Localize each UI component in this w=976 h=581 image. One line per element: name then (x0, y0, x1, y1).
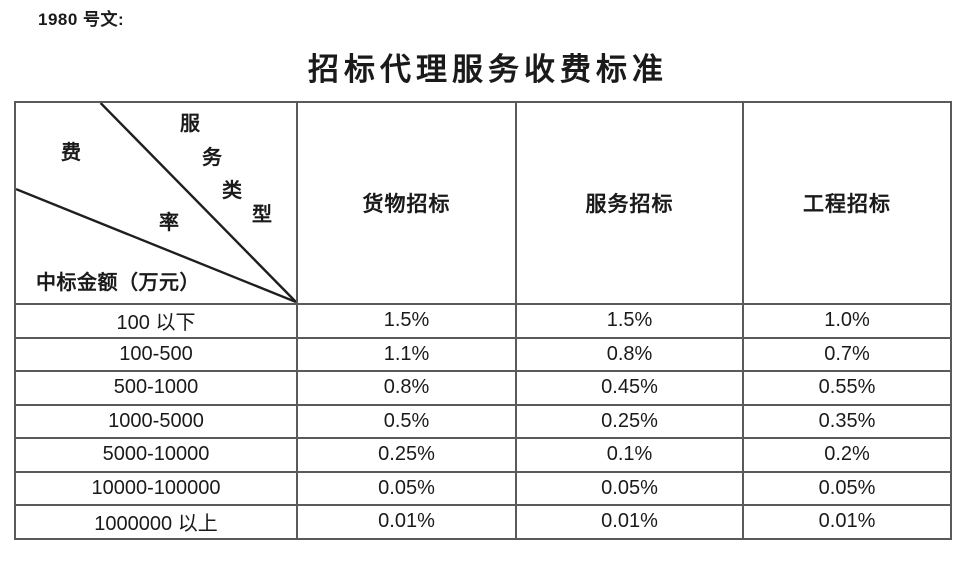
rate-cell-engineering: 0.01% (742, 504, 952, 540)
column-header-engineering: 工程招标 (742, 101, 952, 305)
column-header-service: 服务招标 (515, 101, 744, 305)
column-header-goods: 货物招标 (296, 101, 517, 305)
corner-label-service-char-3: 类 (222, 180, 242, 202)
fee-standard-table: 费 服 务 类 率 型 中标金额（万元） 货物招标 服务招标 工程招标 100 … (14, 101, 952, 540)
table-row: 500-1000 0.8% 0.45% 0.55% (14, 370, 952, 406)
rate-cell-engineering: 0.55% (742, 370, 952, 406)
amount-range-cell: 1000-5000 (14, 403, 298, 439)
rate-cell-service: 0.25% (515, 403, 744, 439)
corner-label-fee: 费 (61, 142, 81, 164)
diagonal-corner-cell: 费 服 务 类 率 型 中标金额（万元） (14, 101, 298, 305)
rate-cell-goods: 0.8% (296, 370, 517, 406)
page-title: 招标代理服务收费标准 (308, 52, 668, 87)
rate-cell-service: 0.45% (515, 370, 744, 406)
rate-cell-goods: 1.1% (296, 336, 517, 372)
table-row: 5000-10000 0.25% 0.1% 0.2% (14, 437, 952, 473)
amount-range-cell: 5000-10000 (14, 437, 298, 473)
amount-range-cell: 1000000 以上 (14, 504, 298, 540)
rate-cell-goods: 0.25% (296, 437, 517, 473)
rate-cell-service: 0.01% (515, 504, 744, 540)
rate-cell-goods: 0.5% (296, 403, 517, 439)
rate-cell-service: 1.5% (515, 303, 744, 339)
table-row: 1000-5000 0.5% 0.25% 0.35% (14, 403, 952, 439)
amount-range-cell: 10000-100000 (14, 470, 298, 506)
amount-range-cell: 100 以下 (14, 303, 298, 339)
table-row: 10000-100000 0.05% 0.05% 0.05% (14, 470, 952, 506)
table-row: 100 以下 1.5% 1.5% 1.0% (14, 303, 952, 339)
rate-cell-service: 0.1% (515, 437, 744, 473)
rate-cell-engineering: 0.05% (742, 470, 952, 506)
corner-label-amount-axis: 中标金额（万元） (36, 272, 200, 294)
rate-cell-goods: 0.05% (296, 470, 517, 506)
table-row: 100-500 1.1% 0.8% 0.7% (14, 336, 952, 372)
rate-cell-goods: 1.5% (296, 303, 517, 339)
rate-cell-engineering: 0.2% (742, 437, 952, 473)
fee-table-body: 100 以下 1.5% 1.5% 1.0% 100-500 1.1% 0.8% … (14, 303, 952, 540)
doc-ref-label: 1980 号文: (38, 10, 125, 29)
corner-label-rate: 率 (159, 212, 179, 234)
corner-label-service-char-2: 务 (202, 147, 222, 169)
rate-cell-service: 0.8% (515, 336, 744, 372)
amount-range-cell: 100-500 (14, 336, 298, 372)
rate-cell-service: 0.05% (515, 470, 744, 506)
rate-cell-engineering: 1.0% (742, 303, 952, 339)
rate-cell-engineering: 0.7% (742, 336, 952, 372)
amount-range-cell: 500-1000 (14, 370, 298, 406)
corner-label-service-char-4: 型 (252, 204, 272, 226)
header-row: 费 服 务 类 率 型 中标金额（万元） 货物招标 服务招标 工程招标 (14, 101, 952, 305)
rate-cell-engineering: 0.35% (742, 403, 952, 439)
diagonal-split-lines (17, 104, 295, 302)
rate-cell-goods: 0.01% (296, 504, 517, 540)
corner-label-service-char-1: 服 (180, 113, 200, 135)
table-row: 1000000 以上 0.01% 0.01% 0.01% (14, 504, 952, 540)
